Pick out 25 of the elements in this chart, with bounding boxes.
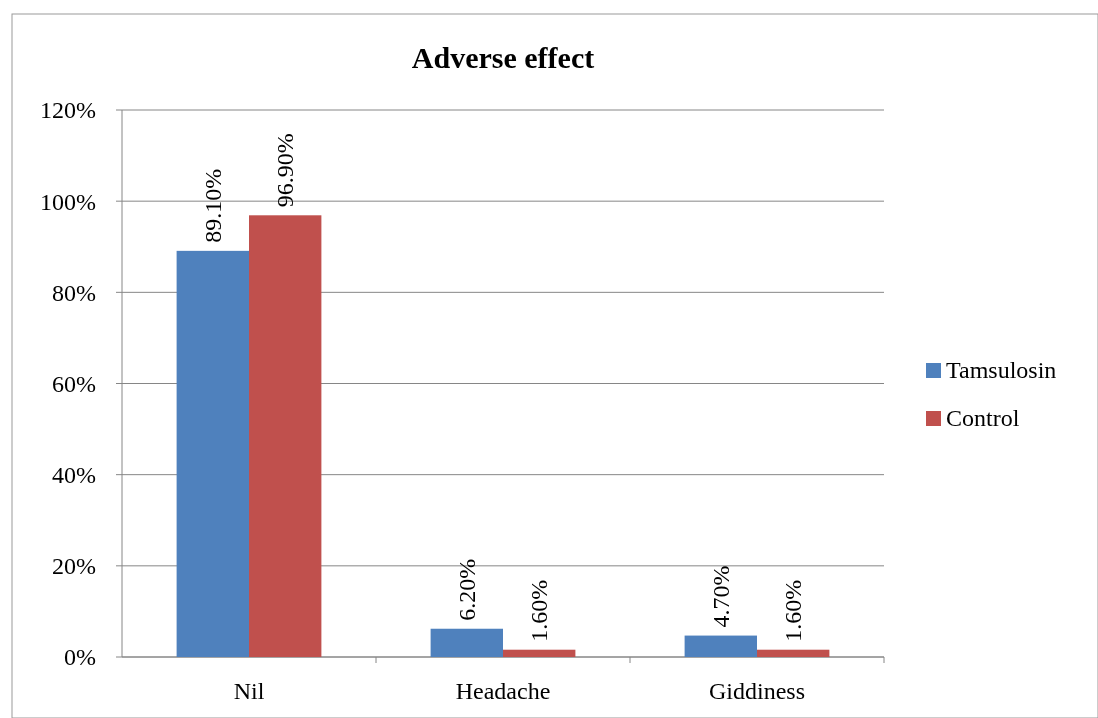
y-tick-label: 20% [52,553,96,580]
bar [503,649,576,657]
x-tick-label: Giddiness [709,678,805,704]
bar [684,635,757,657]
data-label: 96.90% [272,133,299,208]
chart-title: Adverse effect [411,41,595,74]
bar [757,649,830,657]
data-label: 4.70% [707,565,734,628]
y-tick-label: 80% [52,279,96,306]
legend-label: Control [946,405,1020,432]
data-label: 1.60% [526,579,553,642]
y-tick-label: 120% [40,97,96,124]
data-label: 1.60% [780,579,807,642]
y-tick-label: 40% [52,462,96,489]
x-tick-label: Headache [455,678,551,704]
data-label: 6.20% [453,558,480,621]
y-tick-label: 60% [52,370,96,397]
data-label: 89.10% [199,168,226,243]
legend-label: Tamsulosin [946,357,1057,384]
y-tick-label: 0% [64,644,96,671]
x-tick-label: Nil [233,678,265,704]
bar [176,250,249,657]
y-tick-label: 100% [40,188,96,215]
bar [249,215,322,657]
bar [430,628,503,657]
